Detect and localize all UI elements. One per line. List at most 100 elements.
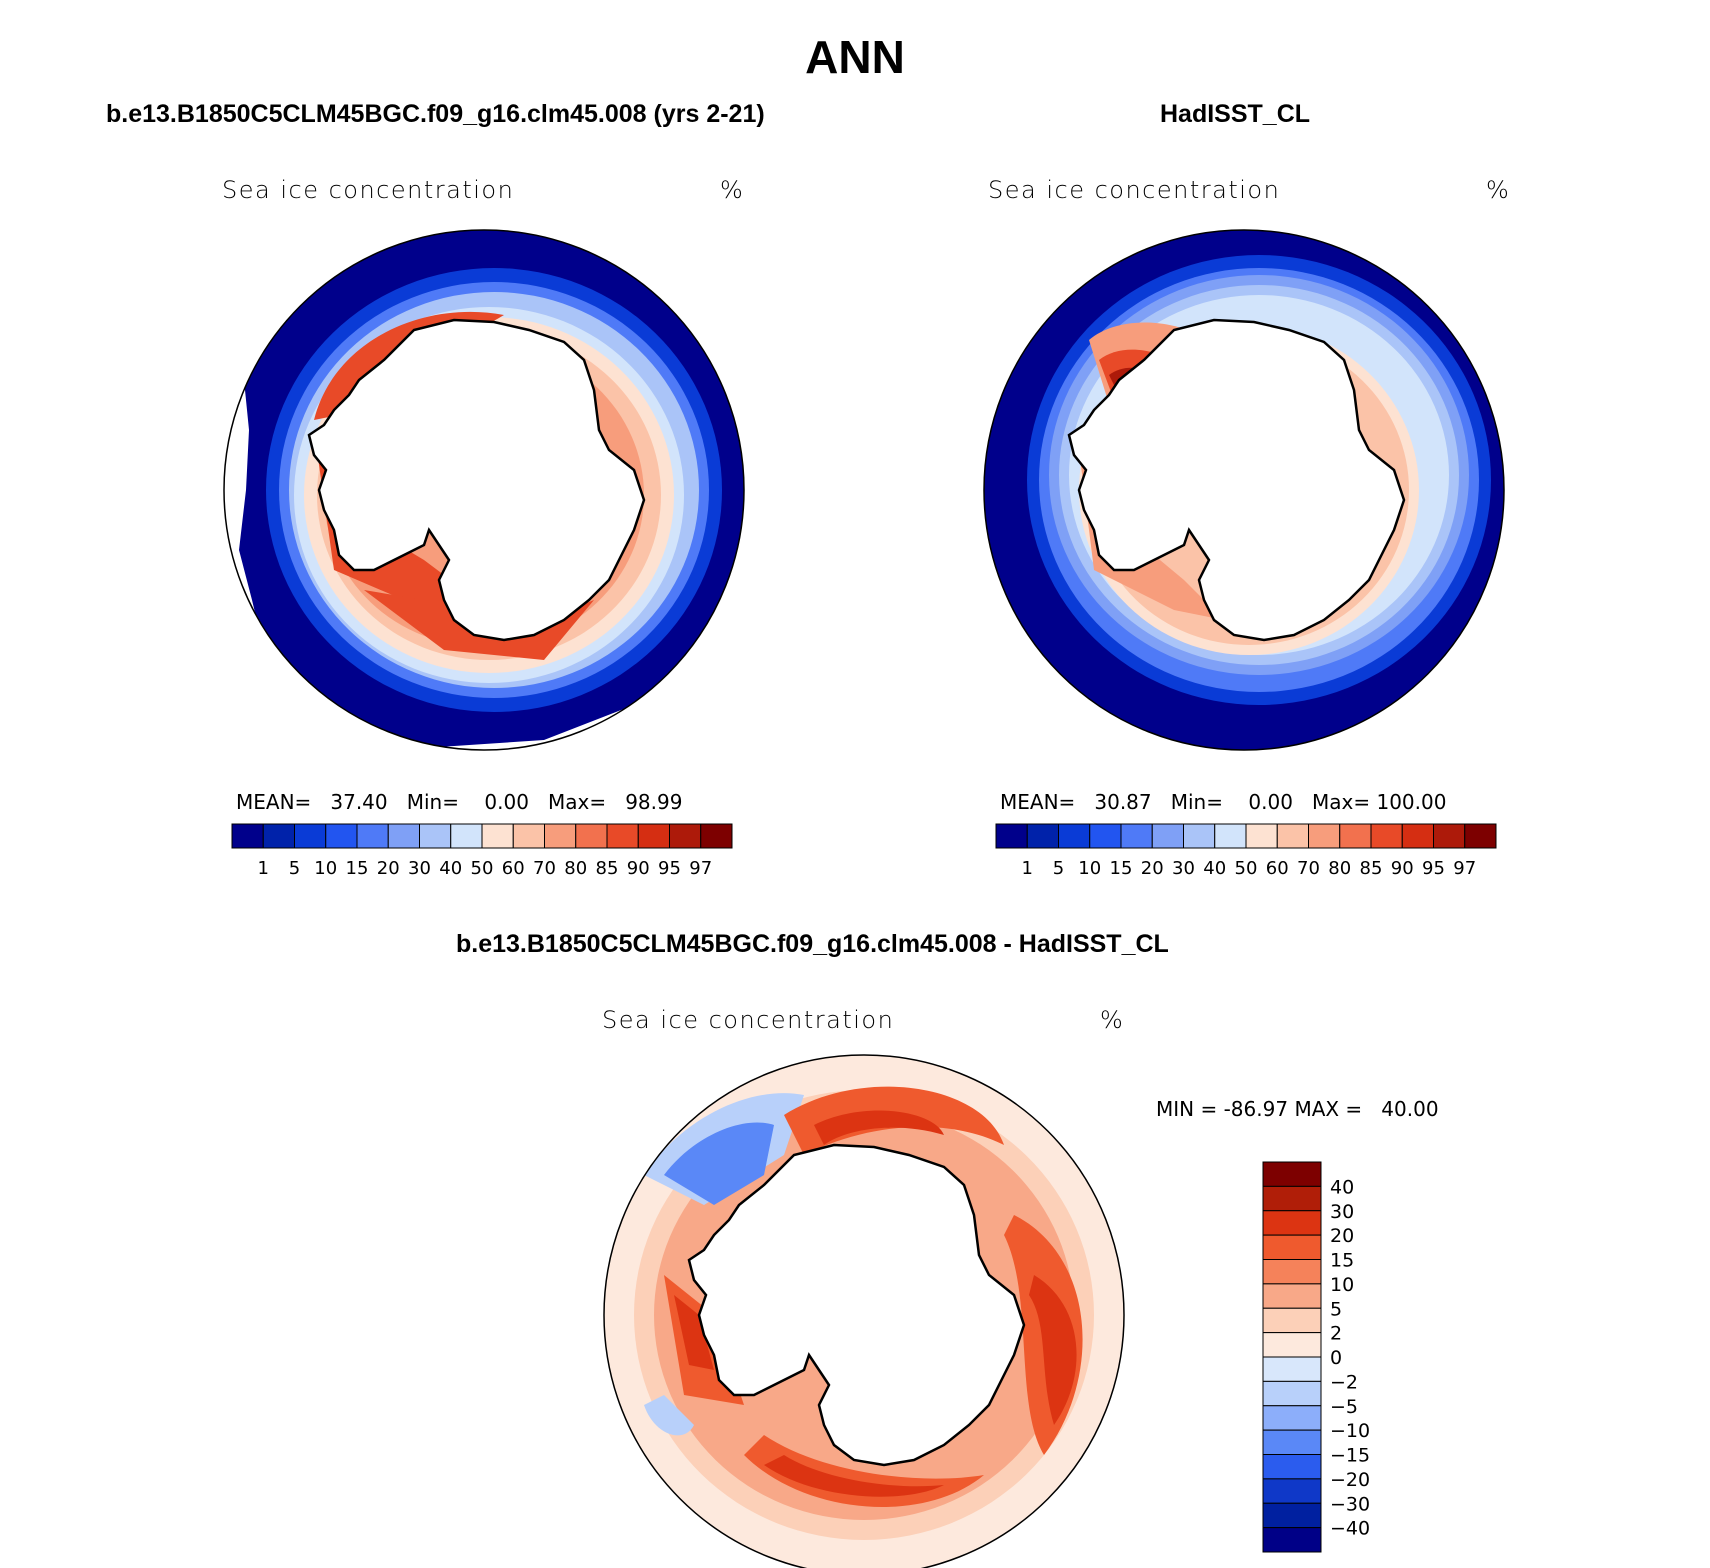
- colorbar-tick-label: 30: [1330, 1201, 1354, 1223]
- colorbar-tick-label: 15: [1330, 1250, 1354, 1272]
- colorbar-swatch: [231, 823, 264, 849]
- colorbar-swatch: [1245, 823, 1278, 849]
- panel-title-model: b.e13.B1850C5CLM45BGC.f09_g16.clm45.008 …: [106, 100, 765, 128]
- colorbar-swatch: [1262, 1478, 1322, 1504]
- colorbar-swatch: [1089, 823, 1122, 849]
- colorbar-tick-label: 60: [502, 858, 525, 879]
- colorbar-swatch: [1214, 823, 1247, 849]
- colorbar-tick-label: 30: [408, 858, 431, 879]
- mean-value: 37.40: [330, 790, 388, 814]
- stats-diff: MIN = -86.97 MAX = 40.00: [1156, 1097, 1439, 1121]
- colorbar-tick-label: −2: [1330, 1371, 1358, 1393]
- colorbar-swatch: [1026, 823, 1059, 849]
- colorbar-swatch: [1339, 823, 1372, 849]
- stats-obs: MEAN= 30.87 Min= 0.00 Max= 100.00: [1000, 790, 1446, 814]
- colorbar-tick-label: 15: [1110, 858, 1133, 879]
- colorbar-swatch: [1262, 1380, 1322, 1407]
- colorbar-swatch: [1262, 1405, 1322, 1431]
- min-value: -86.97: [1223, 1097, 1289, 1121]
- colorbar-tick-label: 97: [1453, 858, 1476, 879]
- mean-label: MEAN=: [1000, 790, 1076, 814]
- colorbar-swatch: [669, 823, 702, 849]
- colorbar-swatch: [1262, 1185, 1322, 1212]
- colorbar-swatch: [1401, 823, 1434, 849]
- colorbar-swatch: [1262, 1454, 1322, 1480]
- colorbar-swatch: [294, 823, 327, 849]
- colorbar-tick-label: 1: [1022, 858, 1033, 879]
- colorbar-tick-label: −10: [1330, 1420, 1370, 1442]
- max-label: Max=: [548, 790, 607, 814]
- colorbar-tick-label: 15: [346, 858, 369, 879]
- colorbar-tick-label: 20: [1330, 1225, 1354, 1247]
- colorbar-tick-label: −20: [1330, 1469, 1370, 1491]
- colorbar-obs: 1 5 10 15 20 30 40 50 60 70 80 85 90 95 97: [995, 823, 1497, 879]
- colorbar-swatch: [1308, 823, 1341, 849]
- colorbar-tick-label: 90: [1391, 858, 1414, 879]
- colorbar-swatch: [481, 823, 514, 849]
- units-label-obs: %: [1486, 176, 1511, 204]
- colorbar-tick-label: 1: [258, 858, 269, 879]
- colorbar-tick-label: 97: [689, 858, 712, 879]
- map-diff: [604, 1055, 1124, 1568]
- units-label-diff: %: [1100, 1006, 1125, 1034]
- figure-title: ANN: [805, 31, 905, 83]
- colorbar-swatch: [1151, 823, 1184, 849]
- colorbar-swatch: [575, 823, 608, 849]
- colorbar-swatch: [1433, 823, 1466, 849]
- min-label: Min=: [1170, 790, 1223, 814]
- colorbar-tick-label: 5: [1053, 858, 1064, 879]
- colorbar-tick-label: 80: [564, 858, 587, 879]
- colorbar-swatch: [1370, 823, 1403, 849]
- colorbar-swatch: [637, 823, 670, 849]
- panel-title-obs: HadISST_CL: [1160, 100, 1311, 128]
- colorbar-tick-label: 95: [658, 858, 681, 879]
- colorbar-swatch: [1262, 1161, 1322, 1187]
- mean-value: 30.87: [1094, 790, 1152, 814]
- max-label: MAX =: [1294, 1097, 1363, 1121]
- colorbar-tick-label: 40: [1203, 858, 1226, 879]
- colorbar-tick-label: 5: [289, 858, 300, 879]
- max-value: 40.00: [1381, 1097, 1439, 1121]
- map-model: [224, 230, 744, 750]
- variable-label-model: Sea ice concentration: [222, 176, 515, 204]
- colorbar-tick-label: 5: [1330, 1298, 1342, 1320]
- min-value: 0.00: [1248, 790, 1293, 814]
- min-label: MIN =: [1156, 1097, 1218, 1121]
- min-value: 0.00: [484, 790, 529, 814]
- colorbar-tick-label: −5: [1330, 1396, 1358, 1418]
- colorbar-swatch: [544, 823, 577, 849]
- map-obs: [984, 230, 1504, 750]
- colorbar-tick-label: 80: [1328, 858, 1351, 879]
- min-label: Min=: [406, 790, 459, 814]
- colorbar-tick-label: 20: [377, 858, 400, 879]
- colorbar-tick-label: −40: [1330, 1518, 1370, 1540]
- max-value: 98.99: [625, 790, 683, 814]
- variable-label-diff: Sea ice concentration: [602, 1006, 895, 1034]
- colorbar-swatch: [419, 823, 452, 849]
- colorbar-tick-label: 0: [1330, 1347, 1342, 1369]
- colorbar-swatch: [1120, 823, 1153, 849]
- max-value: 100.00: [1376, 790, 1447, 814]
- colorbar-tick-label: 90: [627, 858, 650, 879]
- colorbar-swatch: [356, 823, 389, 849]
- colorbar-swatch: [387, 823, 420, 849]
- colorbar-tick-label: 30: [1172, 858, 1195, 879]
- colorbar-tick-label: 70: [533, 858, 556, 879]
- colorbar-swatch: [1262, 1332, 1322, 1358]
- colorbar-tick-label: 85: [1360, 858, 1383, 879]
- colorbar-tick-label: −30: [1330, 1493, 1370, 1515]
- colorbar-swatch: [1262, 1283, 1322, 1309]
- units-label-model: %: [720, 176, 745, 204]
- colorbar-tick-label: 10: [1078, 858, 1101, 879]
- colorbar-tick-label: 10: [314, 858, 337, 879]
- colorbar-swatch: [1276, 823, 1309, 849]
- colorbar-swatch: [1262, 1234, 1322, 1260]
- colorbar-swatch: [1262, 1210, 1322, 1236]
- colorbar-swatch: [1183, 823, 1216, 849]
- colorbar-swatch: [450, 823, 483, 849]
- colorbar-swatch: [1262, 1356, 1322, 1382]
- panel-title-diff: b.e13.B1850C5CLM45BGC.f09_g16.clm45.008 …: [456, 930, 1169, 958]
- colorbar-tick-label: 60: [1266, 858, 1289, 879]
